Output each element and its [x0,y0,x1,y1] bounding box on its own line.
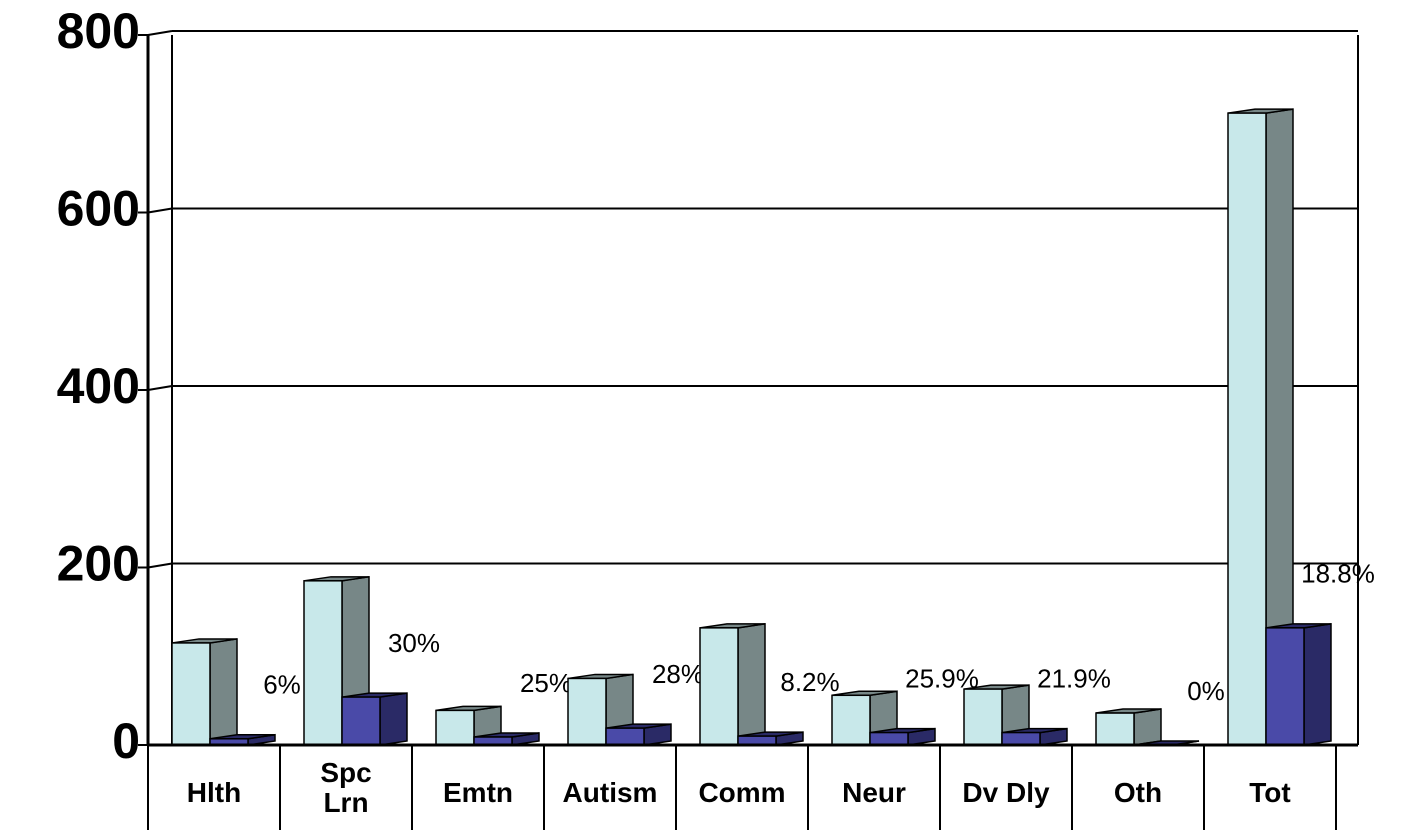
bar [605,723,672,746]
grid-line [147,30,173,36]
x-tick-label: Neur [842,777,906,808]
bar [171,638,238,746]
percent-label: 6% [263,670,301,700]
x-tick-label: Hlth [186,777,242,808]
bar [1095,708,1162,746]
bar-side [1303,622,1332,746]
bar-front [869,731,909,746]
bar-front [1001,731,1041,746]
bar-front [341,696,381,746]
bar-side [379,692,408,746]
percent-label: 21.9% [1037,663,1111,693]
grid-line [147,385,173,391]
percent-label: 0% [1187,676,1225,706]
y-tick-label: 400 [57,358,140,414]
bar [209,733,276,746]
bar-front [1095,712,1135,746]
bar [869,727,936,746]
y-tick-label: 600 [57,181,140,237]
bar-front [1227,112,1267,746]
bar-front [699,627,739,746]
percent-label: 25% [520,668,572,698]
bar-side [209,638,238,746]
percent-label: 30% [388,628,440,658]
grid-line [147,562,173,569]
x-tick-label: Autism [562,777,658,808]
bar-side [1133,708,1162,746]
bar [699,622,766,746]
x-tick-label: Tot [1249,777,1291,808]
bar-front [171,642,211,746]
y-tick-label: 0 [112,713,140,769]
bar-front [963,688,1003,746]
y-tick-label: 200 [57,536,140,592]
bar-front [831,694,871,746]
x-tick-label: Dv Dly [962,777,1050,808]
x-tick-label: Oth [1113,777,1163,808]
bar-front [303,580,343,746]
percent-label: 8.2% [780,667,839,697]
bar-front [1265,627,1305,746]
x-tick-label: Spc Lrn [320,757,372,818]
x-tick-label: Emtn [443,777,513,808]
bar [435,705,502,746]
bar [341,692,408,746]
bar [737,731,804,746]
bar [1001,727,1068,746]
bar-front [567,677,607,746]
percent-label: 28% [652,659,704,689]
x-tick-label: Comm [698,777,786,808]
bar [473,732,540,746]
bar-side [737,622,766,746]
percent-label: 18.8% [1301,559,1375,589]
y-tick-label: 800 [57,3,140,59]
bar-front [605,727,645,746]
grid-line [147,207,173,214]
bar-front [435,709,475,746]
bar [1265,622,1332,746]
